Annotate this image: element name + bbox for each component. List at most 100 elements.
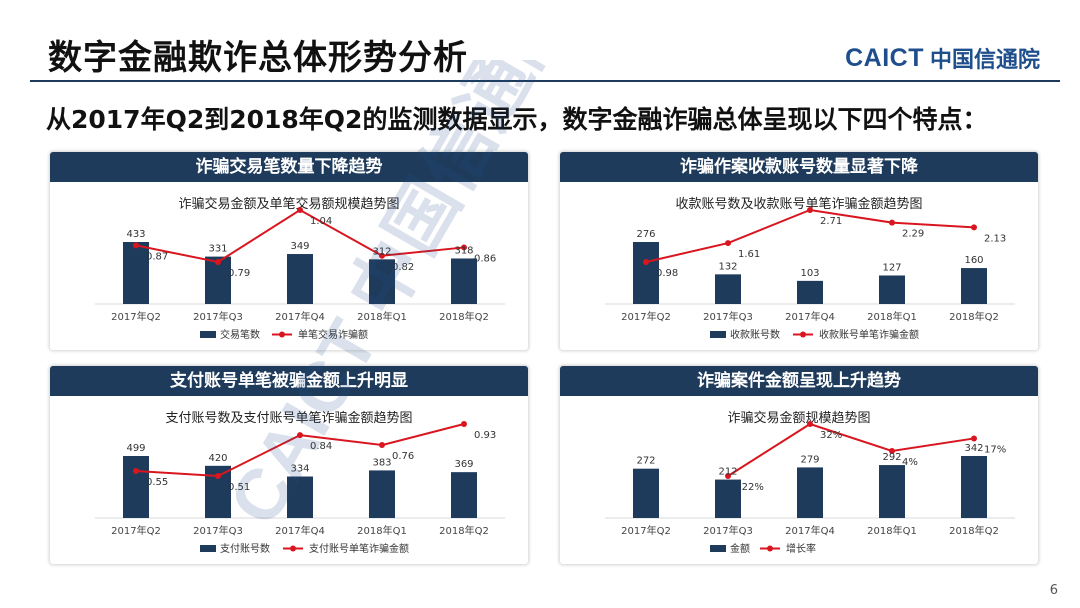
page-title: 数字金融欺诈总体形势分析 bbox=[48, 38, 468, 78]
line-point bbox=[889, 219, 895, 226]
bar-value-label: 369 bbox=[454, 459, 473, 470]
legend-bar-label: 交易笔数 bbox=[220, 328, 260, 341]
bar bbox=[123, 242, 149, 304]
bar bbox=[633, 468, 659, 518]
legend-line-label: 收款账号单笔诈骗金额 bbox=[819, 328, 919, 341]
bar-value-label: 292 bbox=[882, 452, 901, 463]
line-value-label: 2.13 bbox=[984, 233, 1006, 244]
line-value-label: 17% bbox=[984, 444, 1006, 455]
bar-value-label: 279 bbox=[800, 454, 819, 465]
line-value-label: 0.98 bbox=[656, 268, 678, 279]
line-value-label: 1.61 bbox=[738, 249, 760, 260]
bar bbox=[369, 470, 395, 518]
x-tick-label: 2017年Q3 bbox=[703, 310, 753, 323]
chart-receiving-accounts: 收款账号数及收款账号单笔诈骗金额趋势图 276 132 103 127 160 0.98 1.… bbox=[605, 196, 1015, 341]
line-value-label: 2.29 bbox=[902, 229, 924, 240]
bar-value-label: 312 bbox=[372, 246, 391, 257]
line-point bbox=[725, 473, 731, 479]
bar bbox=[879, 275, 905, 304]
panel-receiving-accounts: 诈骗作案收款账号数量显著下降 收款账号数及收款账号单笔诈骗金额趋势图 276 132… bbox=[560, 152, 1038, 350]
legend-line-marker bbox=[767, 545, 773, 552]
bar bbox=[369, 259, 395, 304]
legend-bar-swatch bbox=[200, 545, 216, 552]
bar bbox=[633, 242, 659, 304]
bar bbox=[961, 268, 987, 304]
chart-title: 诈骗交易金额及单笔交易额规模趋势图 bbox=[178, 196, 399, 212]
logo-latin-text: CAICT bbox=[845, 43, 924, 72]
panel-header: 诈骗案件金额呈现上升趋势 bbox=[560, 366, 1038, 396]
caict-logo: CAICT 中国信通院 bbox=[845, 42, 1040, 74]
bar-value-label: 342 bbox=[964, 443, 983, 454]
x-tick-label: 2018年Q1 bbox=[867, 310, 917, 323]
legend-line-label: 支付账号单笔诈骗金额 bbox=[309, 542, 409, 555]
x-tick-label: 2017年Q3 bbox=[703, 524, 753, 537]
logo-cn-text: 中国信通院 bbox=[929, 48, 1040, 73]
x-tick-label: 2018年Q2 bbox=[439, 310, 489, 323]
line-point bbox=[379, 442, 385, 449]
title-divider bbox=[30, 80, 1060, 82]
x-tick-label: 2018年Q2 bbox=[949, 524, 999, 537]
chart-title: 支付账号数及支付账号单笔诈骗金额趋势图 bbox=[165, 410, 412, 426]
legend-line-marker bbox=[290, 545, 296, 552]
bar bbox=[879, 465, 905, 518]
panel-case-amount: 诈骗案件金额呈现上升趋势 诈骗交易金额规模趋势图 272 212 279 292 342 -… bbox=[560, 366, 1038, 564]
x-tick-label: 2018年Q2 bbox=[949, 310, 999, 323]
page-number: 6 bbox=[1049, 583, 1058, 598]
bar-value-label: 318 bbox=[454, 245, 473, 256]
bar-value-label: 103 bbox=[800, 268, 819, 279]
panel-payment-accounts: 支付账号单笔被骗金额上升明显 支付账号数及支付账号单笔诈骗金额趋势图 499 420… bbox=[50, 366, 528, 564]
x-tick-label: 2017年Q2 bbox=[111, 524, 161, 537]
line-point bbox=[971, 224, 977, 231]
chart-payment-accounts: 支付账号数及支付账号单笔诈骗金额趋势图 499 420 334 383 369 0.55 0.… bbox=[95, 410, 505, 555]
panel-header: 诈骗作案收款账号数量显著下降 bbox=[560, 152, 1038, 182]
line-point bbox=[889, 447, 895, 454]
line-value-label: 4% bbox=[902, 457, 918, 468]
chart-transactions: 诈骗交易金额及单笔交易额规模趋势图 433 331 349 312 318 0.87 0.79… bbox=[95, 196, 505, 341]
x-tick-label: 2017年Q4 bbox=[785, 524, 835, 537]
bar bbox=[287, 254, 313, 304]
line-value-label: 0.93 bbox=[474, 430, 496, 441]
x-tick-label: 2017年Q3 bbox=[193, 524, 243, 537]
legend-bar-label: 支付账号数 bbox=[220, 542, 270, 555]
panel-transactions: 诈骗交易笔数量下降趋势 诈骗交易金额及单笔交易额规模趋势图 433 331 349 31… bbox=[50, 152, 528, 350]
line-point bbox=[297, 432, 303, 439]
line-point bbox=[379, 252, 385, 259]
legend-line-label: 单笔交易诈骗额 bbox=[298, 328, 368, 341]
line-point bbox=[133, 468, 139, 475]
line-point bbox=[971, 435, 977, 442]
line-point bbox=[643, 259, 649, 265]
line-value-label: 32% bbox=[820, 430, 842, 441]
line-value-label: 0.82 bbox=[392, 262, 414, 273]
line-point bbox=[807, 207, 813, 213]
bar bbox=[287, 476, 313, 518]
legend-bar-swatch bbox=[710, 331, 726, 338]
bar bbox=[451, 258, 477, 304]
line-point bbox=[215, 259, 221, 265]
line-value-label: -22% bbox=[738, 482, 764, 493]
slide-subtitle: 从2017年Q2到2018年Q2的监测数据显示，数字金融诈骗总体呈现以下四个特点… bbox=[46, 105, 988, 134]
x-tick-label: 2017年Q2 bbox=[111, 310, 161, 323]
legend-bar-swatch bbox=[710, 545, 726, 552]
bar-value-label: 420 bbox=[208, 453, 227, 464]
legend-bar-swatch bbox=[200, 331, 216, 338]
bar bbox=[961, 456, 987, 518]
line-point bbox=[297, 207, 303, 213]
line-value-label: 0.55 bbox=[146, 477, 168, 488]
legend-bar-label: 金额 bbox=[730, 542, 750, 555]
x-tick-label: 2018年Q1 bbox=[357, 310, 407, 323]
chart-title: 收款账号数及收款账号单笔诈骗金额趋势图 bbox=[675, 196, 922, 212]
chart-title: 诈骗交易金额规模趋势图 bbox=[727, 410, 870, 426]
bar-value-label: 127 bbox=[882, 262, 901, 273]
line-value-label: 0.87 bbox=[146, 251, 168, 262]
x-tick-label: 2018年Q1 bbox=[867, 524, 917, 537]
bar-value-label: 349 bbox=[290, 241, 309, 252]
line-point bbox=[461, 244, 467, 251]
x-tick-label: 2018年Q2 bbox=[439, 524, 489, 537]
bar-value-label: 499 bbox=[126, 443, 145, 454]
panel-header: 诈骗交易笔数量下降趋势 bbox=[50, 152, 528, 182]
legend-line-marker bbox=[279, 331, 285, 338]
line-point bbox=[133, 242, 139, 249]
line-value-label: 0.51 bbox=[228, 482, 250, 493]
bar-value-label: 132 bbox=[718, 261, 737, 272]
bar bbox=[715, 274, 741, 304]
